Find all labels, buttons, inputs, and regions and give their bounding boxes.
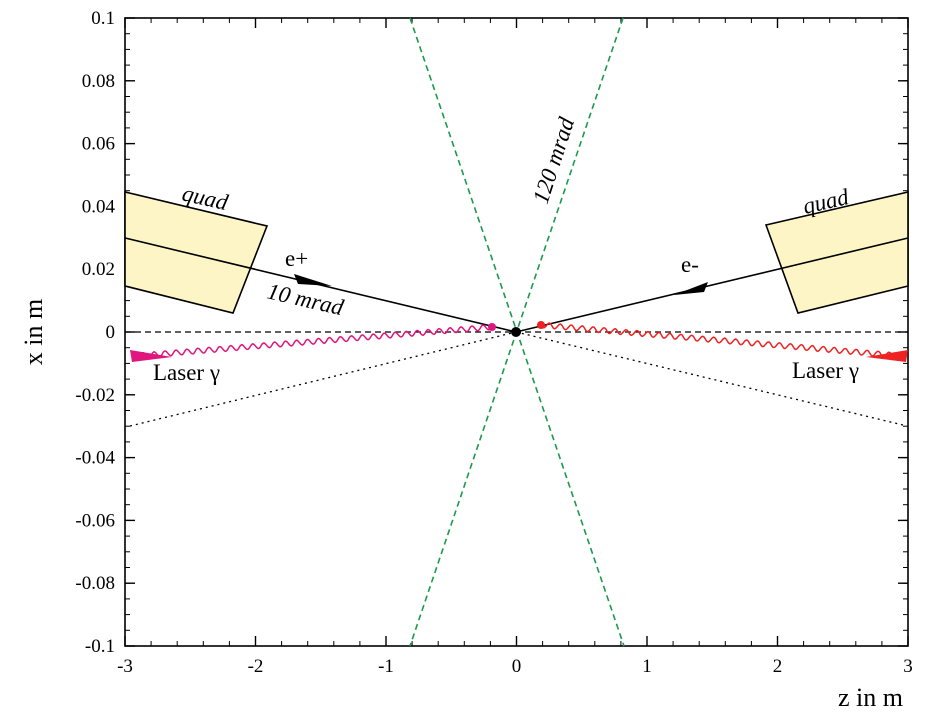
electron-arrow: [674, 282, 708, 295]
y-tick-label: 0: [106, 322, 116, 343]
y-tick-label: 0.1: [91, 8, 115, 29]
x-tick-label: 2: [773, 656, 783, 677]
y-tick-label: 0.06: [82, 134, 115, 155]
electron-beam-line: [515, 237, 909, 333]
y-tick-label: -0.08: [75, 573, 115, 594]
y-tick-label: 0.02: [82, 259, 115, 280]
positron-label: e+: [285, 246, 308, 271]
interaction-point: [511, 327, 521, 337]
laser-arrow-right: [866, 350, 908, 362]
laser-photon-right: [540, 322, 904, 359]
laser-photon-left: [134, 324, 493, 360]
x-tick-label: -2: [248, 656, 264, 677]
quad-magnet-right: [764, 190, 909, 314]
laser-focus-dot-right: [537, 321, 545, 329]
crossing-angle-label: 10 mrad: [265, 279, 346, 321]
laser-arrow-left: [130, 350, 172, 362]
dotted-line-left: [129, 331, 517, 427]
quad-magnet-left: [124, 190, 269, 314]
x-axis-ticks: -3 -2 -1 0 1 2 3: [117, 18, 913, 677]
x-axis-label: z in m: [838, 683, 903, 712]
x-tick-label: 0: [512, 656, 522, 677]
x-tick-label: 3: [903, 656, 913, 677]
y-tick-label: -0.1: [85, 636, 115, 657]
dotted-line-right: [515, 331, 904, 426]
positron-arrow: [294, 274, 332, 286]
laser-focus-dot-left: [488, 323, 496, 331]
y-tick-label: -0.06: [75, 510, 115, 531]
laser-left-label: Laser γ: [153, 360, 220, 385]
y-tick-label: 0.04: [82, 196, 116, 217]
x-tick-label: -3: [117, 656, 133, 677]
y-tick-label: -0.04: [75, 448, 115, 469]
y-tick-label: 0.08: [82, 71, 115, 92]
y-tick-label: -0.02: [75, 385, 115, 406]
laser-right-label: Laser γ: [792, 358, 859, 383]
x-tick-label: 1: [642, 656, 652, 677]
y-axis-label: x in m: [19, 299, 48, 365]
electron-label: e-: [681, 252, 699, 277]
x-tick-label: -1: [378, 656, 394, 677]
cone-angle-label: 120 mrad: [528, 114, 579, 207]
